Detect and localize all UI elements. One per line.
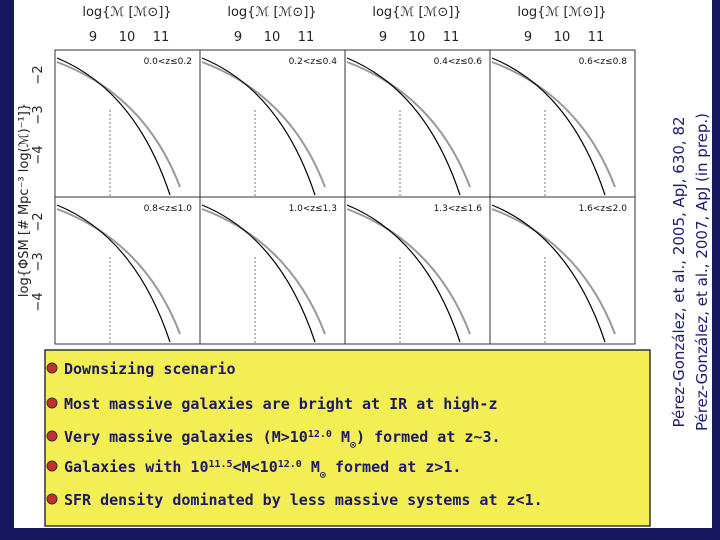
x-tick-label: 10 [409, 30, 426, 45]
x-tick-label: 11 [443, 30, 460, 45]
panel-label: 0.6<z≤0.8 [579, 57, 628, 67]
text-segment: ) formed at z~3. [356, 428, 501, 446]
text-segment: SFR density dominated by less massive sy… [64, 491, 543, 509]
model-curve [56, 61, 181, 188]
x-tick-label: 11 [153, 30, 170, 45]
model-curve [201, 204, 316, 343]
citation-area [664, 0, 712, 528]
model-curve [201, 57, 316, 196]
text-segment: Most massive galaxies are bright at IR a… [64, 395, 497, 413]
model-curve [346, 61, 471, 188]
panel-label: 0.4<z≤0.6 [434, 57, 483, 67]
x-tick-label: 9 [524, 30, 532, 45]
bullet-icon [46, 362, 58, 374]
panel-label: 0.8<z≤1.0 [144, 204, 193, 214]
bullet-text: Most massive galaxies are bright at IR a… [64, 395, 497, 413]
text-segment: Galaxies with 10 [64, 458, 209, 476]
bullet-text: Downsizing scenario [64, 360, 236, 378]
panel-label: 1.3<z≤1.6 [434, 204, 483, 214]
x-tick-label: 10 [264, 30, 281, 45]
bullet-icon [46, 397, 58, 409]
model-curve [56, 208, 181, 335]
x-axis-label: log{ℳ [ℳ⊙]} [227, 5, 316, 20]
y-axis-label: log{ΦSM [# Mpc⁻³ log(ℳ)⁻¹]} [17, 103, 32, 297]
model-curve [346, 57, 461, 196]
y-tick-label: −4 [31, 145, 46, 164]
text-segment: Very massive galaxies (M>10 [64, 428, 308, 446]
x-tick-label: 9 [234, 30, 242, 45]
text-segment: Downsizing scenario [64, 360, 236, 378]
citation: Pérez-González, et al., 2005, ApJ, 630, … [670, 116, 688, 427]
model-curve [491, 204, 606, 343]
panel-label: 1.6<z≤2.0 [579, 204, 628, 214]
bullet-icon [46, 460, 58, 472]
x-tick-label: 10 [119, 30, 136, 45]
model-curve [491, 208, 616, 335]
model-curve [56, 204, 171, 343]
model-curve [201, 208, 326, 335]
panel-label: 0.0<z≤0.2 [144, 57, 192, 67]
citation: Pérez-González, et al., 2007, ApJ (in pr… [693, 113, 711, 431]
text-segment: ⊙ [320, 470, 326, 481]
x-tick-label: 10 [554, 30, 571, 45]
y-tick-label: −2 [31, 65, 46, 84]
text-segment: 12.0 [308, 429, 332, 440]
x-tick-label: 9 [379, 30, 387, 45]
model-curve [201, 61, 326, 188]
text-box [44, 349, 651, 527]
y-tick-label: −3 [31, 105, 46, 124]
x-tick-label: 9 [89, 30, 97, 45]
model-curve [491, 57, 606, 196]
bullet-text: Galaxies with 1011.5<M<1012.0 M⊙ formed … [64, 458, 461, 481]
bullet-text: Very massive galaxies (M>1012.0 M⊙) form… [64, 428, 501, 451]
x-tick-label: 11 [588, 30, 605, 45]
x-tick-label: 11 [298, 30, 315, 45]
bullet-icon [46, 430, 58, 442]
y-tick-label: −3 [31, 252, 46, 271]
text-segment: <M<10 [233, 458, 278, 476]
y-tick-label: −4 [31, 292, 46, 311]
text-segment: 11.5 [209, 459, 233, 470]
panel-label: 1.0<z≤1.3 [289, 204, 337, 214]
x-axis-label: log{ℳ [ℳ⊙]} [372, 5, 461, 20]
panel-label: 0.2<z≤0.4 [289, 57, 338, 67]
y-tick-label: −2 [31, 212, 46, 231]
model-curve [346, 204, 461, 343]
bullet-icon [46, 493, 58, 505]
text-segment: 12.0 [278, 459, 302, 470]
text-segment: M [332, 428, 350, 446]
text-segment: ⊙ [350, 440, 356, 451]
text-segment: formed at z>1. [326, 458, 461, 476]
text-segment: M [302, 458, 320, 476]
x-axis-label: log{ℳ [ℳ⊙]} [517, 5, 606, 20]
x-axis-label: log{ℳ [ℳ⊙]} [82, 5, 171, 20]
panel-frame [489, 196, 636, 345]
model-curve [56, 57, 171, 196]
model-curve [346, 208, 471, 335]
bullet-text: SFR density dominated by less massive sy… [64, 491, 543, 509]
model-curve [491, 61, 616, 188]
